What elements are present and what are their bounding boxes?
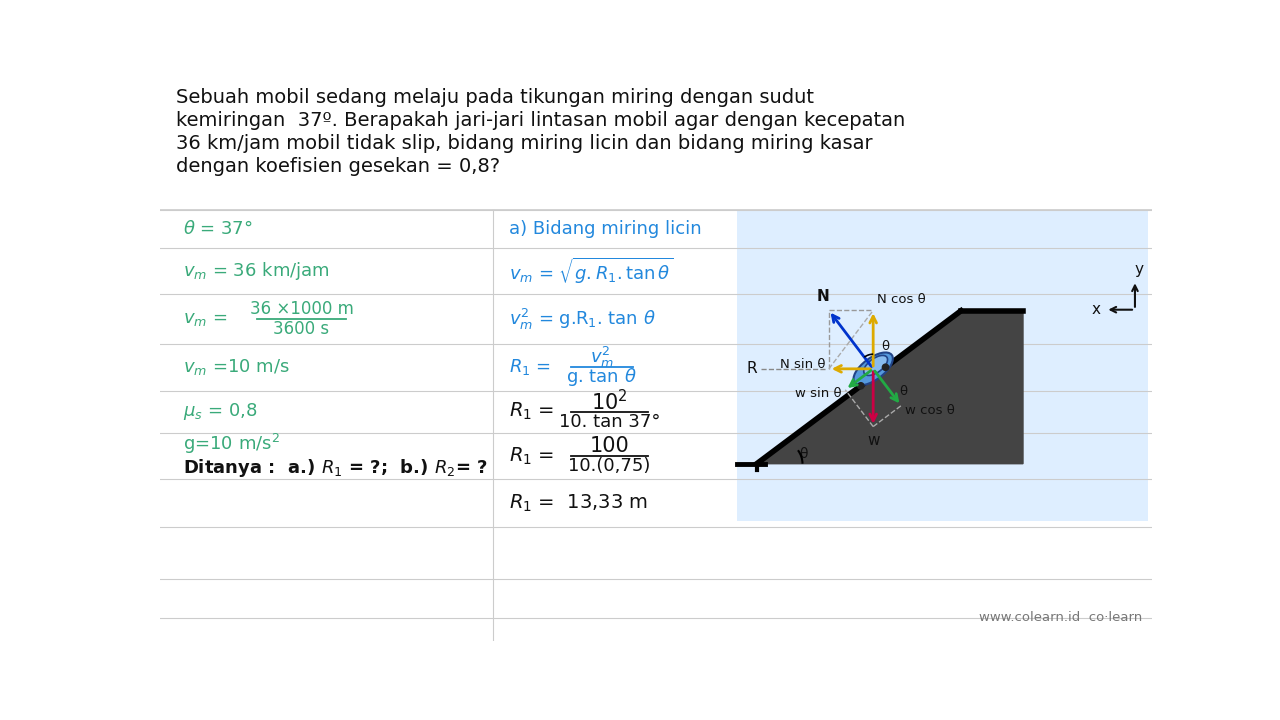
Text: 100: 100 [590,436,630,456]
Text: 36 km/jam mobil tidak slip, bidang miring licin dan bidang miring kasar: 36 km/jam mobil tidak slip, bidang mirin… [175,134,872,153]
Text: N cos θ: N cos θ [877,293,925,306]
Text: kemiringan  37º. Berapakah jari-jari lintasan mobil agar dengan kecepatan: kemiringan 37º. Berapakah jari-jari lint… [175,111,905,130]
Text: θ: θ [799,447,808,462]
Text: x: x [1092,302,1101,318]
Text: $v_m^2$ = g.R$_1$. tan $\theta$: $v_m^2$ = g.R$_1$. tan $\theta$ [508,307,655,332]
Circle shape [882,364,890,371]
Polygon shape [756,311,1023,464]
Text: $R_1$ =: $R_1$ = [508,401,556,423]
Ellipse shape [864,356,887,375]
Text: $v_m$ = 36 km/jam: $v_m$ = 36 km/jam [183,260,330,282]
Text: 10. tan 37°: 10. tan 37° [559,413,660,431]
Text: N sin θ: N sin θ [781,358,826,371]
Text: www.colearn.id  co·learn: www.colearn.id co·learn [979,611,1143,624]
Text: $v_m$ =: $v_m$ = [183,310,229,328]
Text: N: N [817,289,829,305]
Text: $R_1$ =  13,33 m: $R_1$ = 13,33 m [508,492,648,513]
Text: a) Bidang miring licin: a) Bidang miring licin [508,220,701,238]
Text: $v_m$ =10 m/s: $v_m$ =10 m/s [183,357,291,377]
Text: $v_m^2$: $v_m^2$ [590,345,614,370]
Text: w: w [867,433,879,448]
Bar [737,211,1148,521]
Text: g=10 m/s$^2$: g=10 m/s$^2$ [183,433,280,456]
Text: θ: θ [900,385,908,398]
Text: 3600 s: 3600 s [274,320,329,338]
Text: g. tan $\theta$: g. tan $\theta$ [566,366,637,389]
Text: $v_m$ = $\sqrt{g.R_1.\tan\theta}$: $v_m$ = $\sqrt{g.R_1.\tan\theta}$ [508,256,673,287]
Text: y: y [1134,262,1143,277]
Text: $R_1$ =: $R_1$ = [508,446,556,467]
Text: $\mu_s$ = 0,8: $\mu_s$ = 0,8 [183,401,257,422]
Text: Ditanya :  a.) $R_1$ = ?;  b.) $R_2$= ?: Ditanya : a.) $R_1$ = ?; b.) $R_2$= ? [183,456,488,479]
Text: 10.(0,75): 10.(0,75) [568,457,650,475]
Text: $10^2$: $10^2$ [591,389,627,414]
Text: θ: θ [881,341,890,354]
Text: 36 ×1000 m: 36 ×1000 m [250,300,353,318]
Text: dengan koefisien gesekan = 0,8?: dengan koefisien gesekan = 0,8? [175,157,499,176]
Ellipse shape [854,353,893,385]
Text: $\theta$ = 37°: $\theta$ = 37° [183,220,253,238]
Text: Sebuah mobil sedang melaju pada tikungan miring dengan sudut: Sebuah mobil sedang melaju pada tikungan… [175,88,814,107]
Text: R: R [746,361,756,377]
Text: w sin θ: w sin θ [795,387,841,400]
Text: w cos θ: w cos θ [905,404,955,417]
Circle shape [856,382,865,390]
Text: $R_1$ =: $R_1$ = [508,357,553,377]
